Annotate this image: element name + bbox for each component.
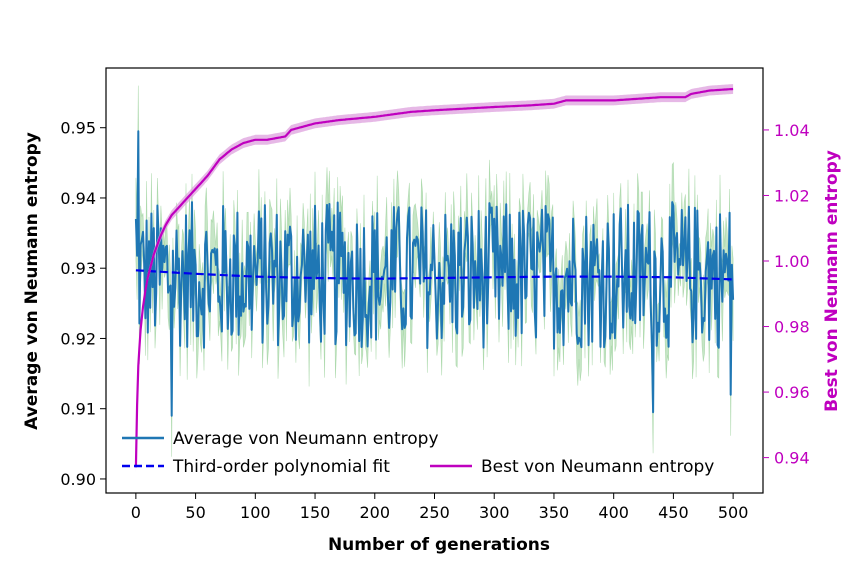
x-tick-label: 500	[718, 503, 749, 522]
polynomial-fit-line	[135, 269, 734, 281]
left-y-tick-label: 0.93	[60, 259, 96, 278]
x-tick-label: 200	[359, 503, 390, 522]
left-y-tick-label: 0.95	[60, 119, 96, 138]
left-y-tick-label: 0.91	[60, 400, 96, 419]
right-y-tick-label: 1.00	[774, 252, 810, 271]
left-y-tick-label: 0.92	[60, 329, 96, 348]
left-y-axis-label: Average von Neumann entropy	[22, 132, 42, 430]
x-tick-label: 150	[300, 503, 331, 522]
x-axis-label: Number of generations	[328, 535, 550, 555]
right-y-tick-label: 0.94	[774, 449, 810, 468]
plot-area	[134, 84, 735, 473]
left-y-tick-label: 0.90	[60, 470, 96, 489]
right-y-axis-label: Best von Neumann entropy	[822, 150, 842, 412]
x-tick-label: 300	[479, 503, 510, 522]
x-tick-label: 400	[598, 503, 629, 522]
legend-label-poly-fit: Third-order polynomial fit	[172, 457, 390, 477]
right-y-tick-label: 0.98	[774, 318, 810, 337]
x-tick-label: 250	[419, 503, 450, 522]
ticks: 0 50 100 150 200 250 300 350 400 450 500 0.90 0.91 0.…	[60, 119, 809, 522]
legend-label-average: Average von Neumann entropy	[173, 429, 439, 449]
x-tick-label: 0	[131, 503, 141, 522]
x-tick-label: 50	[185, 503, 205, 522]
legend: Average von Neumann entropy Third-order …	[122, 429, 714, 477]
best-entropy-line	[134, 87, 734, 468]
right-y-tick-label: 1.04	[774, 121, 810, 140]
x-tick-label: 350	[539, 503, 570, 522]
x-tick-label: 450	[658, 503, 689, 522]
right-y-tick-label: 0.96	[774, 383, 810, 402]
average-entropy-line	[134, 130, 735, 417]
x-tick-label: 100	[240, 503, 271, 522]
legend-label-best: Best von Neumann entropy	[481, 457, 714, 477]
right-y-tick-label: 1.02	[774, 186, 810, 205]
left-y-tick-label: 0.94	[60, 189, 96, 208]
